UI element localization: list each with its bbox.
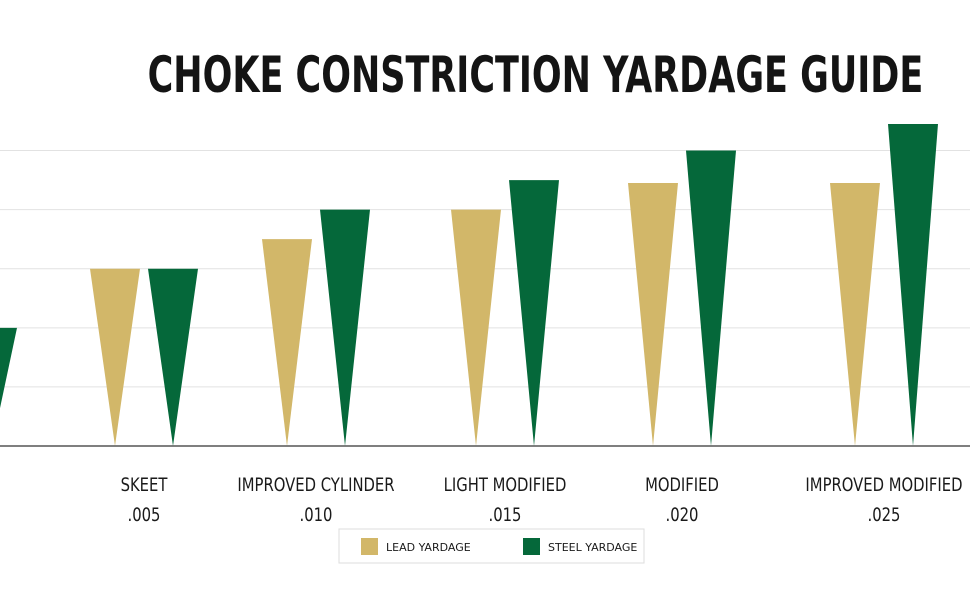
legend: LEAD YARDAGE STEEL YARDAGE <box>338 528 645 564</box>
category-constriction-label: .010 <box>300 504 333 526</box>
lead-bar-5 <box>830 183 880 446</box>
lead-bar-3 <box>451 209 501 446</box>
category-constriction-label: .015 <box>489 504 522 526</box>
legend-swatch-steel <box>523 538 540 555</box>
bars <box>0 123 938 447</box>
category-label: IMPROVED MODIFIED <box>805 474 962 496</box>
category-constriction-label: .020 <box>666 504 699 526</box>
lead-bar-4 <box>628 183 678 446</box>
legend-swatch-lead <box>361 538 378 555</box>
steel-bar-0 <box>0 327 17 409</box>
steel-bar-5 <box>888 123 938 447</box>
steel-bar-4 <box>686 150 736 446</box>
lead-bar-1 <box>90 268 140 446</box>
category-label: IMPROVED CYLINDER <box>237 474 394 496</box>
category-label: SKEET <box>121 474 168 496</box>
steel-bar-2 <box>320 209 370 446</box>
lead-bar-2 <box>262 239 312 446</box>
legend-label-steel: STEEL YARDAGE <box>548 541 637 554</box>
steel-bar-3 <box>509 180 559 446</box>
category-constriction-label: .005 <box>128 504 161 526</box>
chart-title: CHOKE CONSTRICTION YARDAGE GUIDE <box>147 46 924 104</box>
category-label: MODIFIED <box>645 474 719 496</box>
category-constriction-label: .025 <box>868 504 901 526</box>
category-label: LIGHT MODIFIED <box>444 474 567 496</box>
legend-label-lead: LEAD YARDAGE <box>386 541 471 554</box>
steel-bar-1 <box>148 268 198 446</box>
legend-box <box>338 528 645 564</box>
